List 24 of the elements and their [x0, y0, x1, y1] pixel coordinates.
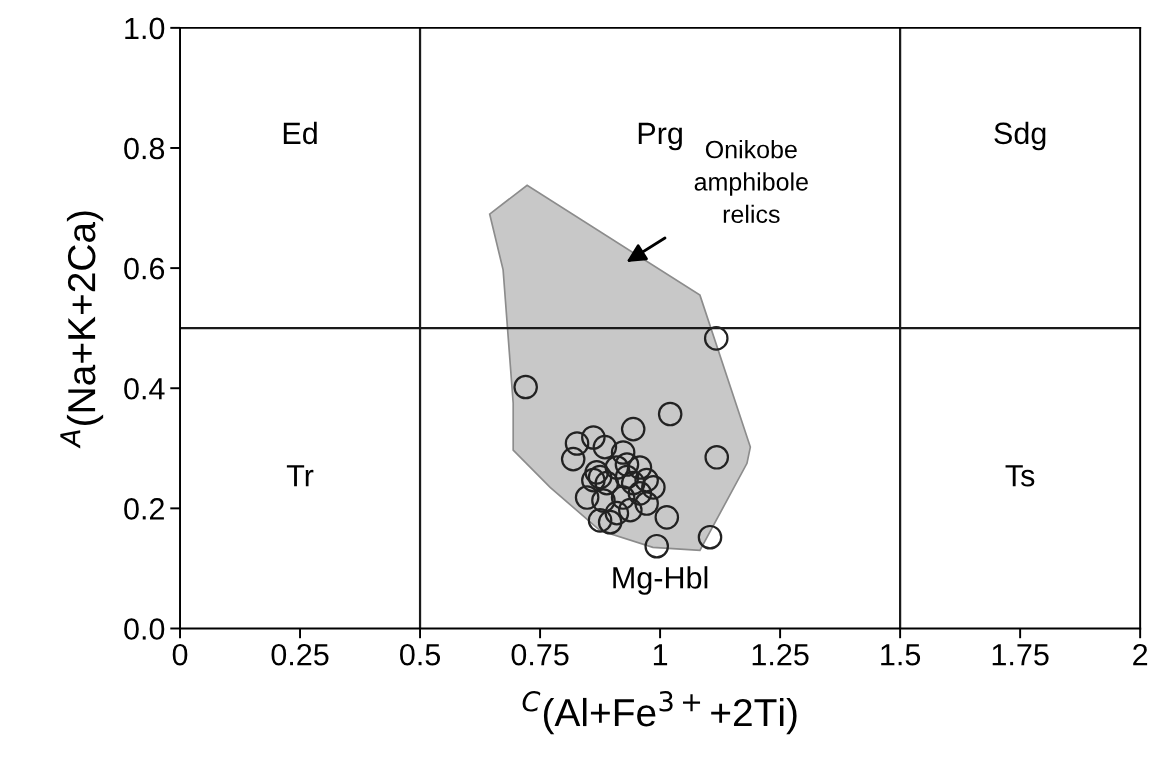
y-tick-label: 0.0 — [124, 618, 165, 640]
x-tick-label: 1.5 — [881, 644, 921, 666]
annotation: Ed — [283, 121, 317, 145]
y-tick-label: 0.4 — [124, 377, 165, 400]
y-tick-label: 0.2 — [124, 498, 164, 520]
annotation: Tr — [286, 465, 314, 487]
x-tick-label: 0.25 — [271, 643, 329, 666]
x-axis-title: $^{C}$(Al+Fe$^{3+}$+2Ti) — [522, 691, 797, 735]
y-tick-label: 1.0 — [125, 17, 165, 40]
y-tick-label: 0.6 — [124, 257, 165, 280]
x-tick-label: 1 — [653, 644, 668, 666]
annotation: Ts — [1005, 465, 1035, 487]
annotation: Prg — [638, 122, 682, 151]
x-tick-label: 0.5 — [400, 643, 441, 666]
y-tick-label: 0.8 — [124, 137, 165, 160]
x-tick-label: 1.25 — [752, 643, 809, 666]
annotation: Mg-Hbl — [613, 566, 708, 595]
annotation: Sdg — [994, 121, 1046, 151]
x-tick-label: 0.75 — [511, 643, 569, 666]
x-tick-label: 1.75 — [992, 644, 1049, 666]
x-tick-label: 0 — [172, 643, 188, 666]
y-axis-title: $^{A}$(Na+K+2Ca) — [60, 211, 104, 449]
x-tick-label: 2 — [1133, 643, 1148, 666]
annotation: Onikobe amphibole relics — [694, 140, 808, 224]
